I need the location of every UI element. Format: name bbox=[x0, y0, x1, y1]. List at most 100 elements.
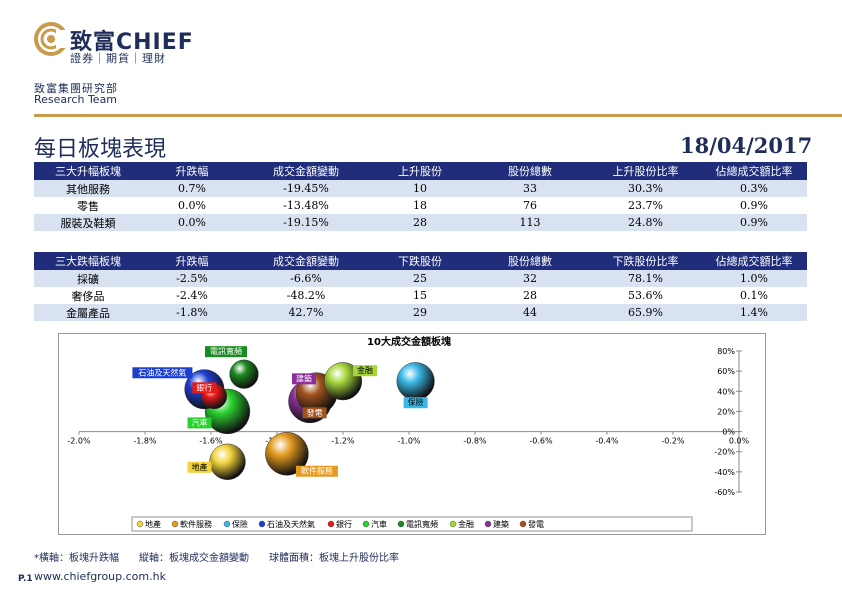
bubble-point bbox=[323, 362, 363, 401]
table-cell: 奢侈品 bbox=[71, 289, 105, 303]
department-en: Research Team bbox=[34, 93, 118, 106]
data-label-text: 汽車 bbox=[192, 417, 208, 427]
data-label: 地產 bbox=[187, 461, 212, 473]
table-cell: 44 bbox=[470, 304, 590, 321]
table-header: 三大升幅板塊 bbox=[34, 162, 142, 180]
y-tick-label: 20% bbox=[717, 407, 735, 416]
table-cell: 1.0% bbox=[701, 270, 807, 287]
legend-marker bbox=[327, 520, 335, 528]
table-header: 升跌幅 bbox=[142, 162, 242, 180]
table-cell: 25 bbox=[370, 270, 470, 287]
table-cell: 42.7% bbox=[242, 304, 370, 321]
table-cell: -2.4% bbox=[176, 289, 208, 302]
top-gainers-table: 三大升幅板塊 升跌幅 成交金額變動 上升股份 股份總數 上升股份比率 佔總成交額… bbox=[34, 162, 807, 231]
table-row: 採礦 -2.5% -6.6% 25 32 78.1% 1.0% bbox=[34, 270, 807, 287]
data-label: 軟件服務 bbox=[295, 465, 338, 477]
table-row: 零售 0.0% -13.48% 18 76 23.7% 0.9% bbox=[34, 197, 807, 214]
table-cell: 53.6% bbox=[628, 289, 663, 302]
data-label: 建築 bbox=[292, 373, 316, 385]
table-cell: 0.0% bbox=[142, 214, 242, 231]
table-header: 下跌股份 bbox=[370, 252, 470, 270]
data-label-text: 銀行 bbox=[196, 382, 212, 392]
table-row: 服裝及鞋類 0.0% -19.15% 28 113 24.8% 0.9% bbox=[34, 214, 807, 231]
x-tick-label: -1.0% bbox=[397, 437, 421, 446]
bubble-point bbox=[396, 362, 435, 401]
table-row: 其他服務 0.7% -19.45% 10 33 30.3% 0.3% bbox=[34, 180, 807, 197]
brand-tagline: 證券｜期貨｜理財 bbox=[70, 52, 166, 65]
data-label-box bbox=[205, 346, 247, 358]
data-label: 發電 bbox=[302, 407, 327, 419]
data-label-text: 金融 bbox=[357, 365, 373, 375]
bubble-point bbox=[265, 431, 309, 476]
table-cell: -1.8% bbox=[142, 304, 242, 321]
x-tick-label: -1.2% bbox=[331, 437, 355, 446]
data-label-text: 軟件服務 bbox=[301, 466, 333, 476]
table-header-row: 三大跌幅板塊 升跌幅 成交金額變動 下跌股份 股份總數 下跌股份比率 佔總成交額… bbox=[34, 252, 807, 270]
legend-marker bbox=[397, 520, 405, 528]
data-label: 保險 bbox=[403, 397, 428, 409]
legend-marker bbox=[519, 520, 527, 528]
legend-marker bbox=[223, 520, 231, 528]
table-cell: 24.8% bbox=[590, 214, 701, 231]
table-header: 佔總成交額比率 bbox=[701, 252, 807, 270]
bubble-chart: 10大成交金額板塊-2.0%-1.8%-1.6%-1.4%-1.2%-1.0%-… bbox=[58, 333, 766, 535]
table-cell: 18 bbox=[413, 199, 427, 212]
table-cell: 金屬產品 bbox=[34, 304, 142, 321]
chart-legend: 地產 軟件服務 保險 石油及天然氣 銀行 汽車 電訊寬頻 金融 建築 發電 bbox=[131, 516, 693, 532]
data-label-box bbox=[187, 417, 212, 429]
table-cell: 32 bbox=[470, 270, 590, 287]
table-cell: 0.9% bbox=[701, 214, 807, 231]
website-link[interactable]: www.chiefgroup.com.hk bbox=[34, 570, 166, 583]
x-tick-label: -2.0% bbox=[67, 437, 91, 446]
table-cell: 29 bbox=[370, 304, 470, 321]
table-cell: 28 bbox=[523, 289, 537, 302]
table-header: 升跌幅 bbox=[142, 252, 242, 270]
table-header: 上升股份 bbox=[370, 162, 470, 180]
legend-item: 地產 bbox=[145, 519, 161, 529]
table-cell: -13.48% bbox=[283, 199, 329, 212]
x-tick-label: -1.8% bbox=[133, 437, 157, 446]
table-cell: 113 bbox=[470, 214, 590, 231]
table-row: 金屬產品 -1.8% 42.7% 29 44 65.9% 1.4% bbox=[34, 304, 807, 321]
data-label: 汽車 bbox=[187, 417, 212, 429]
data-label-text: 建築 bbox=[296, 373, 312, 383]
legend-item: 保險 bbox=[232, 519, 248, 529]
table-cell: 10 bbox=[370, 180, 470, 197]
table-header-row: 三大升幅板塊 升跌幅 成交金額變動 上升股份 股份總數 上升股份比率 佔總成交額… bbox=[34, 162, 807, 180]
data-label-box bbox=[132, 367, 193, 379]
table-cell: 其他服務 bbox=[34, 180, 142, 197]
table-cell: -48.2% bbox=[286, 289, 326, 302]
data-label-text: 發電 bbox=[307, 408, 323, 417]
data-label-box bbox=[403, 397, 428, 409]
y-tick-label: 40% bbox=[717, 387, 735, 396]
table-cell: 33 bbox=[470, 180, 590, 197]
table-cell: -19.15% bbox=[242, 214, 370, 231]
brand-name: 致富CHIEF bbox=[70, 30, 194, 55]
x-tick-label: -0.6% bbox=[529, 437, 553, 446]
data-label-box bbox=[295, 465, 338, 477]
legend-marker bbox=[136, 520, 144, 528]
table-cell: -19.45% bbox=[242, 180, 370, 197]
bubble-point bbox=[229, 359, 259, 389]
table-header: 成交金額變動 bbox=[242, 252, 370, 270]
data-label: 銀行 bbox=[192, 382, 217, 394]
table-header: 成交金額變動 bbox=[242, 162, 370, 180]
table-cell: 0.7% bbox=[142, 180, 242, 197]
data-label: 石油及天然氣 bbox=[132, 367, 193, 379]
table-cell: 服裝及鞋類 bbox=[34, 214, 142, 231]
table-cell: 65.9% bbox=[590, 304, 701, 321]
table-cell: 78.1% bbox=[590, 270, 701, 287]
table-cell: 0.3% bbox=[701, 180, 807, 197]
logo-icon bbox=[34, 22, 68, 56]
legend-item: 石油及天然氣 bbox=[267, 519, 315, 529]
data-label-text: 地產 bbox=[192, 462, 208, 472]
table-cell: 28 bbox=[370, 214, 470, 231]
table-cell: -6.6% bbox=[242, 270, 370, 287]
data-label: 電訊寬頻 bbox=[205, 346, 247, 358]
legend-item: 軟件服務 bbox=[180, 519, 212, 529]
table-cell: 0.0% bbox=[178, 199, 206, 212]
legend-item: 金融 bbox=[458, 519, 474, 529]
table-cell: 23.7% bbox=[628, 199, 663, 212]
x-tick-label: 0.0% bbox=[729, 437, 750, 446]
page-number: P.1 bbox=[18, 574, 33, 584]
